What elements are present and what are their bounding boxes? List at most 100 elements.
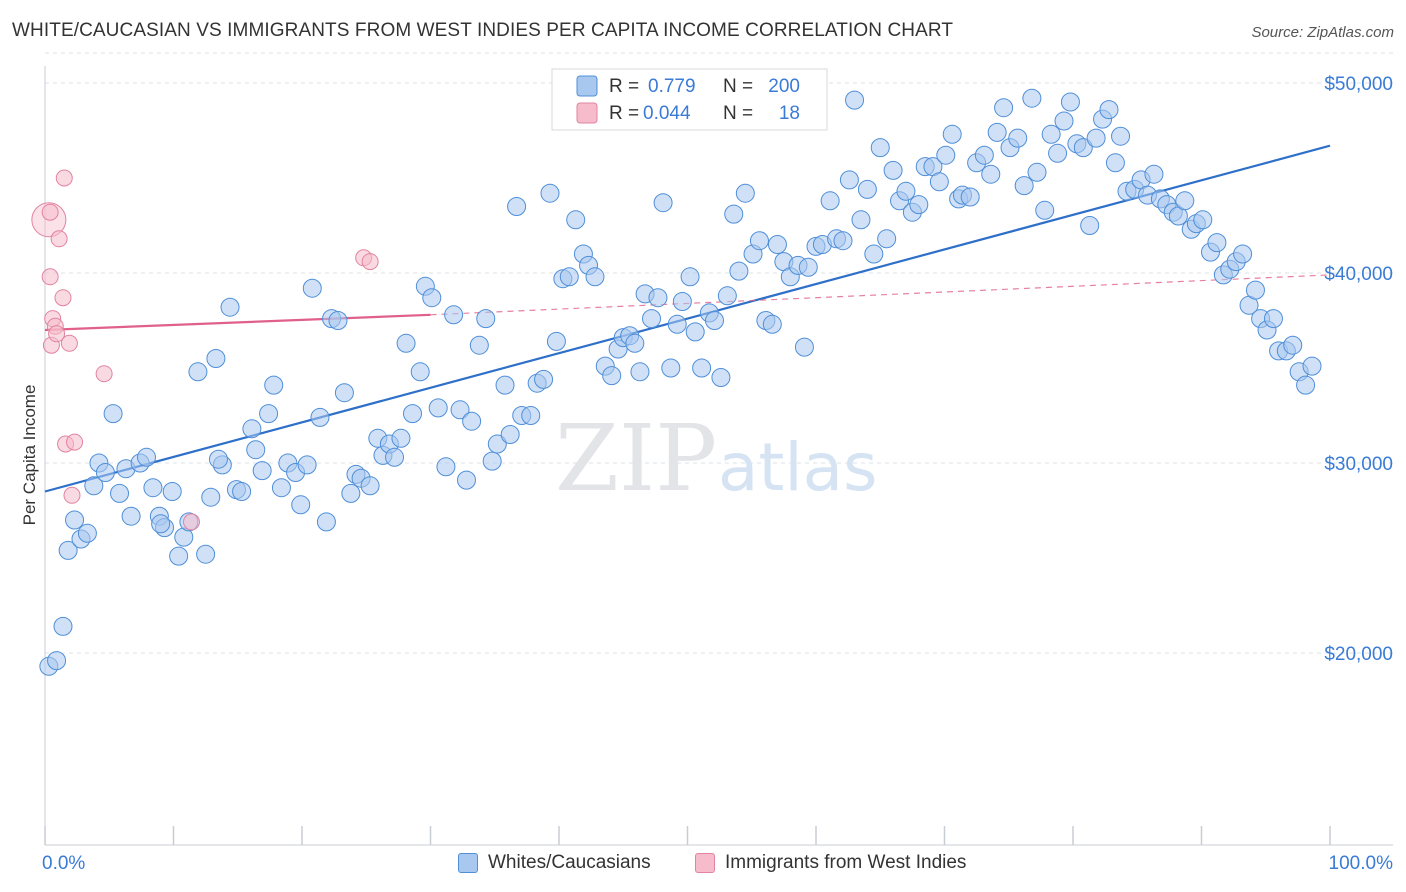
point-west-indies xyxy=(60,334,78,352)
trend-line-west-indies-extension xyxy=(430,274,1331,316)
point-west-indies xyxy=(361,253,379,271)
point-whites xyxy=(385,447,405,467)
point-whites xyxy=(1073,138,1093,158)
legend-label-west-indies: Immigrants from West Indies xyxy=(725,852,967,873)
point-whites xyxy=(546,331,566,351)
point-whites xyxy=(521,406,541,425)
point-whites xyxy=(403,404,423,424)
point-whites xyxy=(121,506,141,526)
point-whites xyxy=(1014,176,1034,196)
point-whites xyxy=(450,400,470,420)
point-whites xyxy=(264,375,284,395)
point-whites xyxy=(360,476,380,496)
legend-item-west-indies: Immigrants from West Indies xyxy=(695,852,966,874)
legend-n-value: 18 xyxy=(779,103,800,124)
point-whites xyxy=(242,419,262,439)
point-whites xyxy=(208,449,228,469)
point-whites xyxy=(667,314,687,334)
point-whites xyxy=(960,187,980,207)
point-whites xyxy=(870,138,890,158)
point-whites xyxy=(857,179,877,199)
labels-layer: $20,000 $30,000 $40,000 $50,000 0.0% 100.0% Pe… xyxy=(20,74,1393,874)
legend-r-label: R = xyxy=(609,103,639,124)
point-west-indies xyxy=(41,268,59,286)
point-whites xyxy=(762,314,782,334)
point-whites xyxy=(1233,244,1253,264)
y-axis-title: Per Capita Income xyxy=(20,385,39,526)
point-whites xyxy=(410,362,430,382)
legend-n-label: N = xyxy=(723,103,753,124)
point-whites xyxy=(1008,128,1028,148)
point-whites xyxy=(767,235,787,254)
legend-swatch-whites xyxy=(458,853,478,873)
point-whites xyxy=(151,514,171,534)
point-whites xyxy=(65,510,85,530)
point-whites xyxy=(851,210,871,230)
point-whites xyxy=(220,297,240,317)
point-whites xyxy=(428,398,448,418)
watermark-zip: ZIP xyxy=(555,405,717,512)
point-whites xyxy=(476,309,496,329)
point-whites xyxy=(630,362,650,382)
point-whites xyxy=(341,483,361,503)
point-whites xyxy=(58,540,78,560)
point-whites xyxy=(1296,375,1316,395)
legend-swatch-west-indies xyxy=(695,853,715,873)
point-whites xyxy=(444,305,464,325)
point-whites xyxy=(391,428,411,448)
chart-title: WHITE/CAUCASIAN VS IMMIGRANTS FROM WEST … xyxy=(12,20,954,41)
point-whites xyxy=(77,523,97,543)
point-whites xyxy=(110,483,130,503)
legend-r-value: 0.779 xyxy=(648,76,696,97)
legend-r-label: R = xyxy=(609,76,639,97)
point-whites xyxy=(1302,356,1322,376)
point-whites xyxy=(1080,216,1100,235)
legend-label-whites: Whites/Caucasians xyxy=(488,852,651,873)
point-whites xyxy=(729,261,749,281)
point-whites xyxy=(1099,100,1119,120)
x-tick-label: 100.0% xyxy=(1329,853,1394,874)
point-whites xyxy=(680,267,700,287)
series-whites-points xyxy=(39,88,1322,676)
legend-item-whites: Whites/Caucasians xyxy=(458,852,651,874)
point-whites xyxy=(1035,200,1055,220)
grid-layer xyxy=(45,52,1393,654)
point-whites xyxy=(642,309,662,329)
point-whites xyxy=(1175,191,1195,211)
point-whites xyxy=(143,478,163,498)
point-whites xyxy=(252,461,272,481)
point-whites xyxy=(661,358,681,378)
point-whites xyxy=(1105,153,1125,173)
point-whites xyxy=(469,335,489,355)
point-west-indies xyxy=(54,289,72,307)
point-whites xyxy=(1022,88,1042,108)
point-whites xyxy=(625,333,645,353)
point-whites xyxy=(1060,92,1080,112)
source-credit: Source: ZipAtlas.com xyxy=(1251,24,1394,41)
point-whites xyxy=(1263,309,1283,329)
point-whites xyxy=(169,546,189,566)
point-whites xyxy=(291,495,311,515)
point-whites xyxy=(462,411,482,431)
point-whites xyxy=(1086,128,1106,148)
point-whites xyxy=(685,322,705,342)
y-tick-label: $20,000 xyxy=(1324,644,1393,665)
point-whites xyxy=(456,470,476,490)
point-whites xyxy=(1054,111,1074,131)
point-whites xyxy=(271,478,291,498)
point-whites xyxy=(585,267,605,287)
point-whites xyxy=(534,369,554,389)
point-whites xyxy=(845,90,865,110)
point-west-indies xyxy=(63,486,81,504)
point-whites xyxy=(1041,124,1061,144)
point-whites xyxy=(692,358,712,378)
point-whites xyxy=(724,204,744,224)
point-whites xyxy=(717,286,737,306)
point-whites xyxy=(1048,143,1068,163)
point-whites xyxy=(839,170,859,190)
point-whites xyxy=(495,375,515,395)
point-west-indies xyxy=(95,365,113,383)
point-whites xyxy=(883,160,903,180)
point-whites xyxy=(566,210,586,230)
